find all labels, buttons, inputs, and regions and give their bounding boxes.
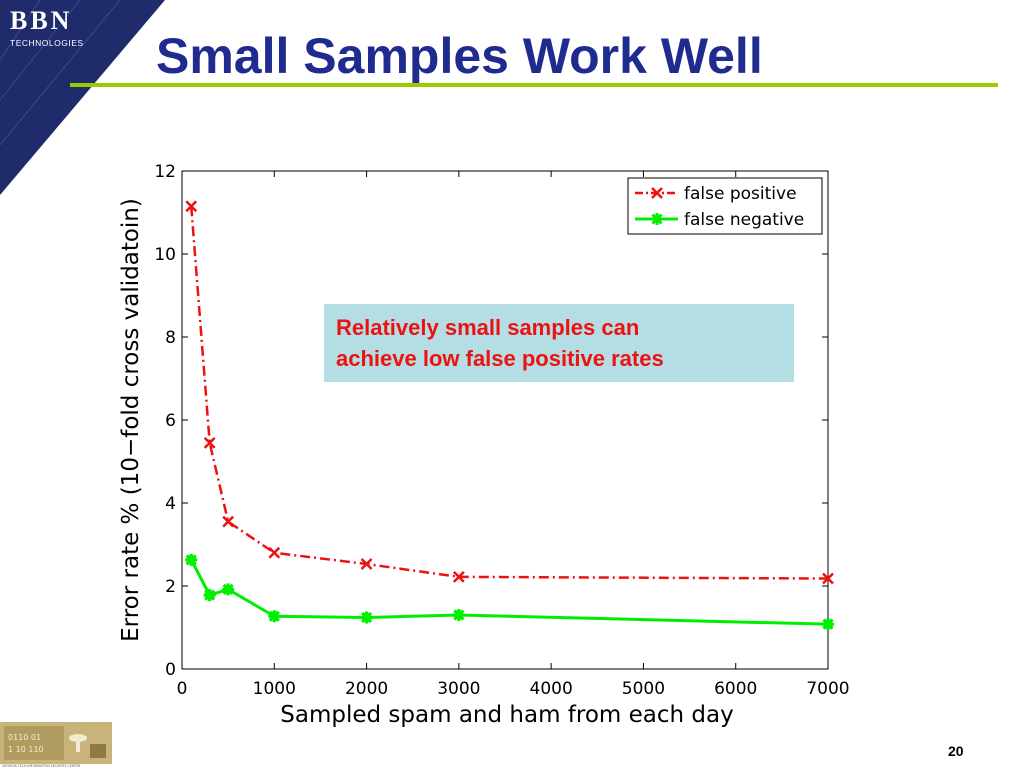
y-tick-label: 0 [165,660,176,680]
svg-text:0110 01: 0110 01 [8,733,41,742]
x-tick-label: 6000 [714,679,757,699]
x-tick-label: 1000 [253,679,296,699]
y-tick-label: 12 [154,162,176,182]
svg-text:1 10 110: 1 10 110 [8,745,44,754]
page-number: 20 [948,743,964,759]
plot-area-frame [181,170,829,670]
y-tick-label: 2 [165,577,176,597]
y-axis-label: Error rate % (10−fold cross validatoin) [118,198,144,642]
series-line-false-negative [189,559,829,626]
legend-marker-false-positive [651,187,663,199]
slide-title: Small Samples Work Well [156,28,763,84]
legend: false positive false negative [627,177,823,235]
y-tick-label: 8 [165,328,176,348]
x-tick-label: 3000 [437,679,480,699]
data-point-false-positive [185,200,198,213]
legend-label-false-negative: false negative [684,210,804,230]
series-lines [189,206,829,626]
title-underline [70,83,998,87]
data-point-false-negative [203,589,216,602]
series-line-false-positive [189,206,829,580]
data-point-false-negative [222,583,235,596]
callout-line-2: achieve low false positive rates [336,346,664,371]
x-tick-label: 5000 [622,679,665,699]
data-point-false-negative [268,610,281,623]
x-tick-label: 2000 [345,679,388,699]
legend-box [627,177,823,235]
data-point-false-positive [360,558,373,570]
x-tick-label: 7000 [806,679,849,699]
axis-ticks: 0 1000 2000 3000 4000 5000 6000 7000 0 2 4 6 8 10 12 [154,162,849,699]
data-point-false-negative [822,618,834,631]
legend-label-false-positive: false positive [684,184,797,204]
y-tick-label: 10 [154,245,176,265]
gtisc-logo-caption: GEORGIA TECH INFORMATION SECURITY CENTER [2,764,81,768]
gtisc-logo: 0110 01 1 10 110 GEORGIA TECH INFORMATIO… [0,722,112,768]
x-axis-label: Sampled spam and ham from each day [280,702,733,728]
data-point-false-negative [452,609,465,622]
company-logo-text: BBN [10,6,73,35]
corner-banner [0,0,165,195]
callout-box: Relatively small samples can achieve low… [324,304,794,382]
x-tick-label: 4000 [530,679,573,699]
data-point-false-positive [203,436,216,449]
data-point-false-negative [185,553,198,566]
x-tick-label: 0 [177,679,188,699]
y-tick-label: 6 [165,411,176,431]
data-point-false-negative [360,611,373,624]
series-markers [185,200,834,631]
data-point-false-positive [452,570,465,583]
y-tick-label: 4 [165,494,176,514]
legend-marker-false-negative [651,213,663,225]
data-point-false-positive [222,515,235,528]
callout-line-1: Relatively small samples can [336,315,640,340]
company-logo-subtext: TECHNOLOGIES [10,38,84,48]
data-point-false-positive [822,572,834,585]
data-point-false-positive [268,546,281,559]
